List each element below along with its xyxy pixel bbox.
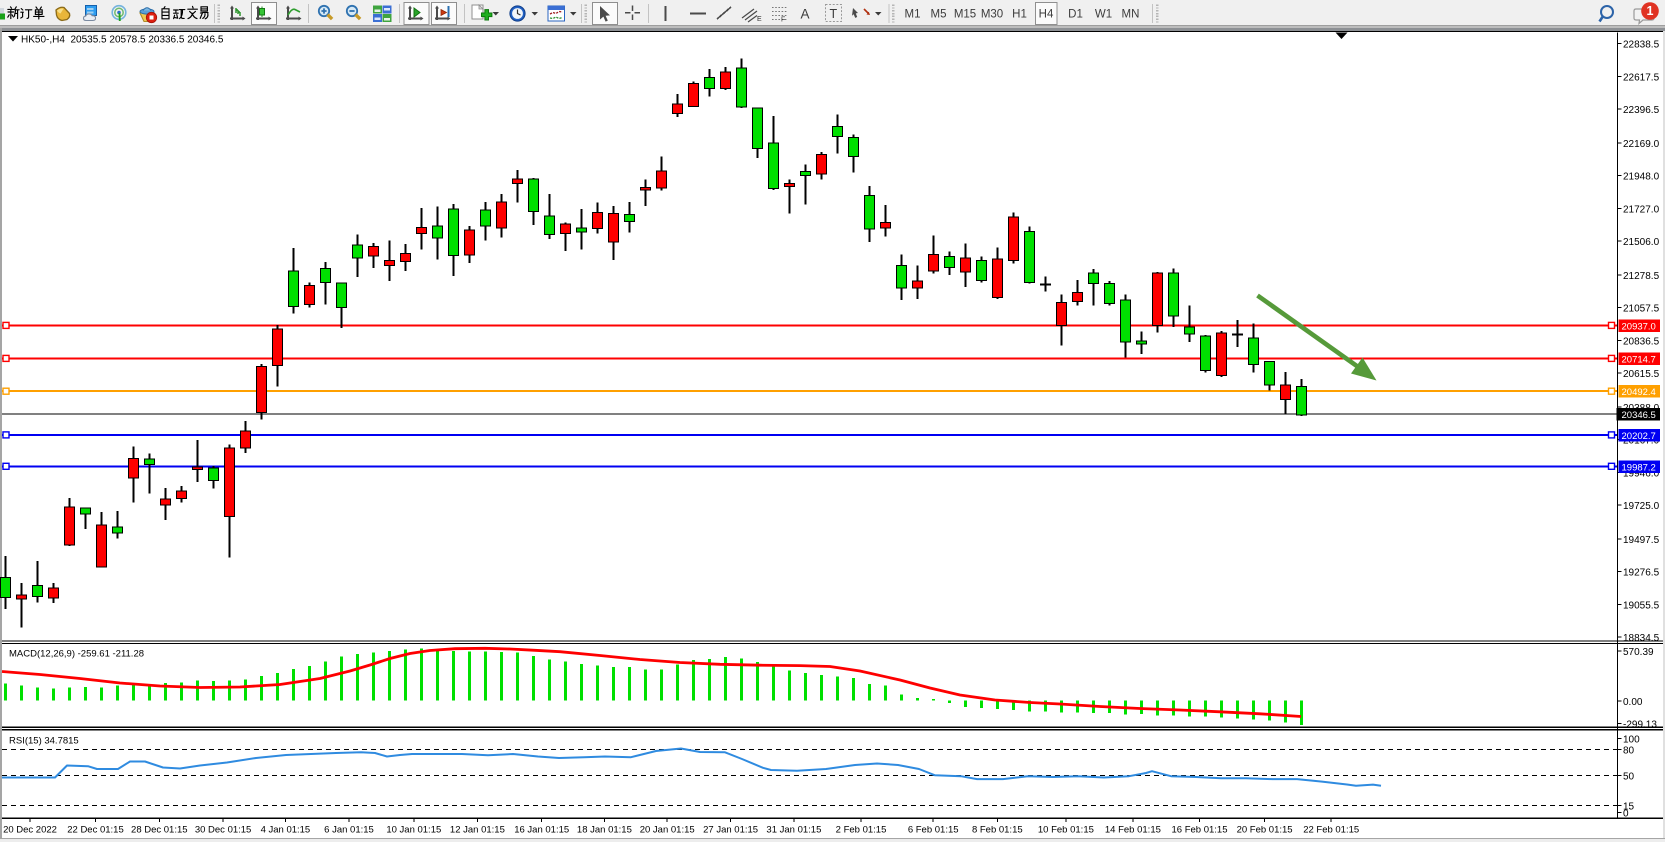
svg-text:0.00: 0.00	[1623, 697, 1643, 708]
svg-text:20346.5: 20346.5	[1622, 410, 1656, 421]
svg-text:22838.5: 22838.5	[1623, 40, 1660, 51]
svg-text:14 Feb 01:15: 14 Feb 01:15	[1105, 825, 1161, 836]
svg-text:M30: M30	[981, 9, 1003, 21]
svg-text:18834.5: 18834.5	[1623, 633, 1660, 644]
svg-text:80: 80	[1623, 746, 1635, 757]
svg-text:RSI(15) 34.7815: RSI(15) 34.7815	[9, 736, 79, 747]
svg-text:M5: M5	[931, 9, 947, 21]
svg-text:22169.0: 22169.0	[1623, 139, 1660, 150]
svg-text:MN: MN	[1122, 9, 1140, 21]
svg-text:21057.5: 21057.5	[1623, 304, 1660, 315]
svg-text:20 Feb 01:15: 20 Feb 01:15	[1237, 825, 1293, 836]
svg-text:4 Jan 01:15: 4 Jan 01:15	[261, 825, 311, 836]
svg-text:10 Jan 01:15: 10 Jan 01:15	[386, 825, 441, 836]
svg-text:20202.7: 20202.7	[1622, 431, 1656, 442]
svg-text:H1: H1	[1012, 9, 1027, 21]
svg-text:20 Dec 2022: 20 Dec 2022	[3, 825, 57, 836]
svg-text:20 Jan 01:15: 20 Jan 01:15	[640, 825, 695, 836]
svg-text:16 Jan 01:15: 16 Jan 01:15	[514, 825, 569, 836]
svg-text:31 Jan 01:15: 31 Jan 01:15	[766, 825, 821, 836]
svg-text:20615.5: 20615.5	[1623, 369, 1660, 380]
svg-text:-299.13: -299.13	[1623, 720, 1657, 731]
svg-text:HK50-,H4 20535.5 20578.5 2033: HK50-,H4 20535.5 20578.5 20336.5 20346.5	[21, 35, 224, 46]
svg-text:18 Jan 01:15: 18 Jan 01:15	[577, 825, 632, 836]
svg-text:30 Dec 01:15: 30 Dec 01:15	[195, 825, 252, 836]
svg-text:E: E	[757, 16, 762, 23]
svg-text:20492.4: 20492.4	[1622, 387, 1656, 398]
svg-text:22396.5: 22396.5	[1623, 105, 1660, 116]
svg-text:10 Feb 01:15: 10 Feb 01:15	[1038, 825, 1094, 836]
svg-text:8 Feb 01:15: 8 Feb 01:15	[972, 825, 1023, 836]
svg-text:19946.0: 19946.0	[1623, 468, 1660, 479]
svg-text:19987.2: 19987.2	[1622, 462, 1656, 473]
svg-text:6 Jan 01:15: 6 Jan 01:15	[324, 825, 374, 836]
svg-text:22617.5: 22617.5	[1623, 72, 1660, 83]
svg-text:28 Dec 01:15: 28 Dec 01:15	[131, 825, 188, 836]
svg-text:F: F	[781, 17, 785, 24]
svg-text:W1: W1	[1095, 9, 1112, 21]
svg-text:20714.7: 20714.7	[1622, 354, 1656, 365]
svg-text:21727.0: 21727.0	[1623, 204, 1660, 215]
svg-text:12 Jan 01:15: 12 Jan 01:15	[450, 825, 505, 836]
svg-text:H4: H4	[1039, 9, 1054, 21]
svg-text:21506.0: 21506.0	[1623, 237, 1660, 248]
svg-text:6 Feb 01:15: 6 Feb 01:15	[908, 825, 959, 836]
svg-text:T: T	[830, 7, 838, 21]
svg-text:19725.0: 19725.0	[1623, 501, 1660, 512]
svg-text:20836.5: 20836.5	[1623, 336, 1660, 347]
svg-text:M1: M1	[905, 9, 921, 21]
svg-text:19497.5: 19497.5	[1623, 535, 1660, 546]
svg-text:0: 0	[1623, 809, 1629, 820]
svg-text:M15: M15	[954, 9, 976, 21]
svg-text:15: 15	[1623, 802, 1635, 813]
svg-text:20937.0: 20937.0	[1622, 321, 1656, 332]
svg-text:D1: D1	[1068, 9, 1083, 21]
svg-text:27 Jan 01:15: 27 Jan 01:15	[703, 825, 758, 836]
svg-text:22 Dec 01:15: 22 Dec 01:15	[67, 825, 124, 836]
svg-text:100: 100	[1623, 735, 1640, 746]
svg-text:19055.5: 19055.5	[1623, 600, 1660, 611]
svg-text:50: 50	[1623, 772, 1635, 783]
svg-text:16 Feb 01:15: 16 Feb 01:15	[1172, 825, 1228, 836]
svg-text:21948.0: 21948.0	[1623, 172, 1660, 183]
svg-text:570.39: 570.39	[1623, 647, 1654, 658]
svg-text:19276.5: 19276.5	[1623, 568, 1660, 579]
svg-text:MACD(12,26,9) -259.61 -211.28: MACD(12,26,9) -259.61 -211.28	[9, 649, 144, 660]
svg-text:1: 1	[1647, 4, 1654, 18]
svg-text:A: A	[801, 7, 810, 22]
svg-text:22 Feb 01:15: 22 Feb 01:15	[1303, 825, 1359, 836]
svg-text:21278.5: 21278.5	[1623, 271, 1660, 282]
svg-text:2 Feb 01:15: 2 Feb 01:15	[836, 825, 887, 836]
